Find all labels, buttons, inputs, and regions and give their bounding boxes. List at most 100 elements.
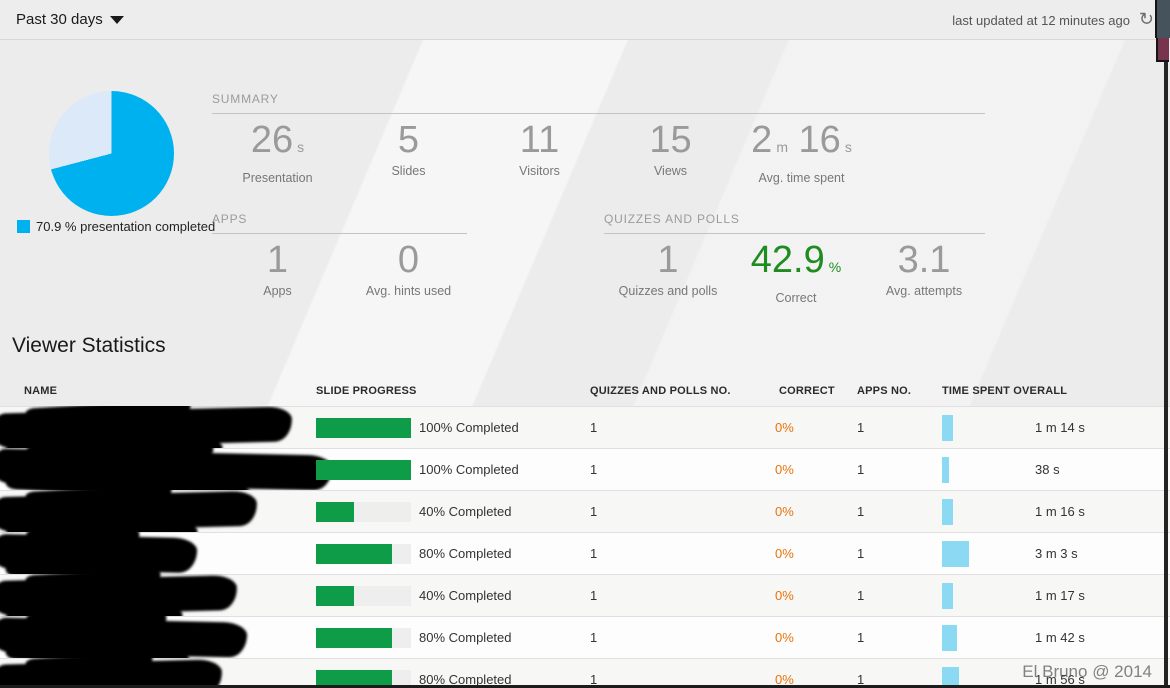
summary-stat-3-label: Views (653, 164, 688, 178)
redacted-name-scribble (0, 617, 248, 658)
slide-progress-label: 80% Completed (419, 630, 512, 645)
top-bar: Past 30 days last updated at 12 minutes … (0, 0, 1170, 40)
column-header-slide-progress: SLIDE PROGRESS (316, 385, 417, 397)
slide-progress-label: 40% Completed (419, 504, 512, 519)
date-range-dropdown[interactable]: Past 30 days (16, 11, 124, 28)
quizzes-stats: 1 Quizzes and polls 42.9% Correct 3.1 Avg. at… (604, 238, 989, 305)
apps-stat-1-label: Avg. hints used (365, 284, 452, 298)
apps-count: 1 (857, 546, 865, 561)
time-spent-label: 1 m 17 s (1035, 588, 1085, 603)
table-body: 100% Completed 1 0% 1 1 m 14 s 100% Completed… (0, 406, 1170, 688)
quizzes-count: 1 (590, 546, 598, 561)
slide-progress-bar (316, 460, 411, 480)
quiz-stat-1: 42.9% Correct (732, 238, 860, 305)
summary-stat-2-label: Visitors (519, 164, 560, 178)
refresh-icon[interactable]: ↻ (1138, 9, 1154, 29)
table-row[interactable]: 100% Completed 1 0% 1 1 m 14 s (0, 406, 1170, 449)
summary-stat-2-value: 11 (519, 119, 560, 161)
apps-stat-1: 0 Avg. hints used (343, 238, 474, 298)
apps-count: 1 (857, 672, 865, 687)
apps-stat-0-value: 1 (266, 239, 289, 281)
pie-legend: 70.9 % presentation completed (17, 219, 215, 234)
window-scrollbar-strip[interactable] (1155, 0, 1170, 688)
summary-stat-1-label: Slides (391, 164, 426, 178)
correct-percent: 0% (775, 672, 794, 687)
slide-progress-bar (316, 670, 411, 688)
redacted-name-scribble (0, 659, 223, 688)
time-spent-label: 1 m 14 s (1035, 420, 1085, 435)
table-row[interactable]: 40% Completed 1 0% 1 1 m 17 s (0, 574, 1170, 616)
redacted-name-scribble (0, 406, 293, 449)
slide-progress-label: 80% Completed (419, 672, 512, 687)
quiz-stat-1-value: 42.9% (750, 239, 842, 281)
quiz-stat-2-label: Avg. attempts (885, 284, 963, 298)
time-spent-bar (942, 499, 953, 525)
quiz-stat-1-label: Correct (775, 291, 817, 305)
time-spent-label: 38 s (1035, 462, 1060, 477)
scrollbar-thumb[interactable] (1156, 38, 1169, 62)
summary-stat-0-value: 26 s (250, 119, 305, 161)
quizzes-count: 1 (590, 504, 598, 519)
quizzes-count: 1 (590, 672, 598, 687)
apps-stat-0: 1 Apps (212, 238, 343, 298)
time-spent-bar (942, 541, 969, 567)
time-spent-bar (942, 667, 959, 688)
table-row[interactable]: 40% Completed 1 0% 1 1 m 16 s (0, 490, 1170, 533)
slide-progress-label: 40% Completed (419, 588, 512, 603)
window-edge-line (1164, 0, 1168, 688)
correct-percent: 0% (775, 420, 794, 435)
table-row[interactable]: 100% Completed 1 0% 1 38 s (0, 448, 1170, 491)
slide-progress-bar (316, 628, 411, 648)
apps-count: 1 (857, 630, 865, 645)
summary-stat-3: 15 Views (605, 118, 736, 185)
quiz-stat-2: 3.1 Avg. attempts (860, 238, 988, 305)
date-range-label: Past 30 days (16, 11, 103, 28)
quiz-stat-0: 1 Quizzes and polls (604, 238, 732, 305)
apps-stats: 1 Apps 0 Avg. hints used (212, 238, 476, 298)
slide-progress-label: 80% Completed (419, 546, 512, 561)
apps-count: 1 (857, 588, 865, 603)
correct-percent: 0% (775, 462, 794, 477)
column-header-quizzes-no: QUIZZES AND POLLS NO. (590, 385, 731, 397)
legend-swatch (17, 220, 30, 233)
correct-percent: 0% (775, 504, 794, 519)
slide-progress-bar (316, 544, 411, 564)
scrollbar-top-block[interactable] (1155, 0, 1170, 38)
quiz-stat-0-label: Quizzes and polls (618, 284, 718, 298)
summary-stat-1-value: 5 (397, 119, 420, 161)
slide-progress-label: 100% Completed (419, 462, 519, 477)
correct-percent: 0% (775, 546, 794, 561)
slide-progress-bar (316, 418, 411, 438)
summary-stats: 26 s Presentation 5 Slides 11 Visitors 15 Views 2… (212, 118, 872, 185)
table-row[interactable]: 80% Completed 1 0% 1 1 m 42 s (0, 616, 1170, 658)
viewer-statistics-title: Viewer Statistics (12, 334, 166, 357)
watermark-text: El Bruno @ 2014 (1022, 662, 1152, 681)
apps-stat-0-label: Apps (263, 284, 292, 298)
redacted-name-scribble (0, 533, 198, 574)
quizzes-section-title: QUIZZES AND POLLS (604, 212, 985, 234)
table-row[interactable]: 80% Completed 1 0% 1 1 m 56 s (0, 658, 1170, 688)
apps-count: 1 (857, 462, 865, 477)
slide-progress-bar (316, 502, 411, 522)
time-spent-bar (942, 625, 957, 651)
legend-label: 70.9 % presentation completed (36, 219, 216, 234)
column-header-time-spent: TIME SPENT OVERALL (942, 385, 1068, 397)
chevron-down-icon (109, 16, 124, 25)
time-spent-label: 3 m 3 s (1035, 546, 1078, 561)
summary-stat-0: 26 s Presentation (212, 118, 343, 185)
time-spent-bar (942, 415, 953, 441)
summary-section-title: SUMMARY (212, 92, 985, 114)
time-spent-bar (942, 457, 949, 483)
table-row[interactable]: 80% Completed 1 0% 1 3 m 3 s (0, 532, 1170, 574)
apps-count: 1 (857, 504, 865, 519)
quizzes-count: 1 (590, 588, 598, 603)
summary-stat-3-value: 15 (649, 119, 692, 161)
slide-progress-bar (316, 586, 411, 606)
summary-stat-4-label: Avg. time spent (758, 171, 845, 185)
time-spent-label: 1 m 16 s (1035, 504, 1085, 519)
summary-stat-2: 11 Visitors (474, 118, 605, 185)
correct-percent: 0% (775, 588, 794, 603)
time-spent-label: 1 m 42 s (1035, 630, 1085, 645)
